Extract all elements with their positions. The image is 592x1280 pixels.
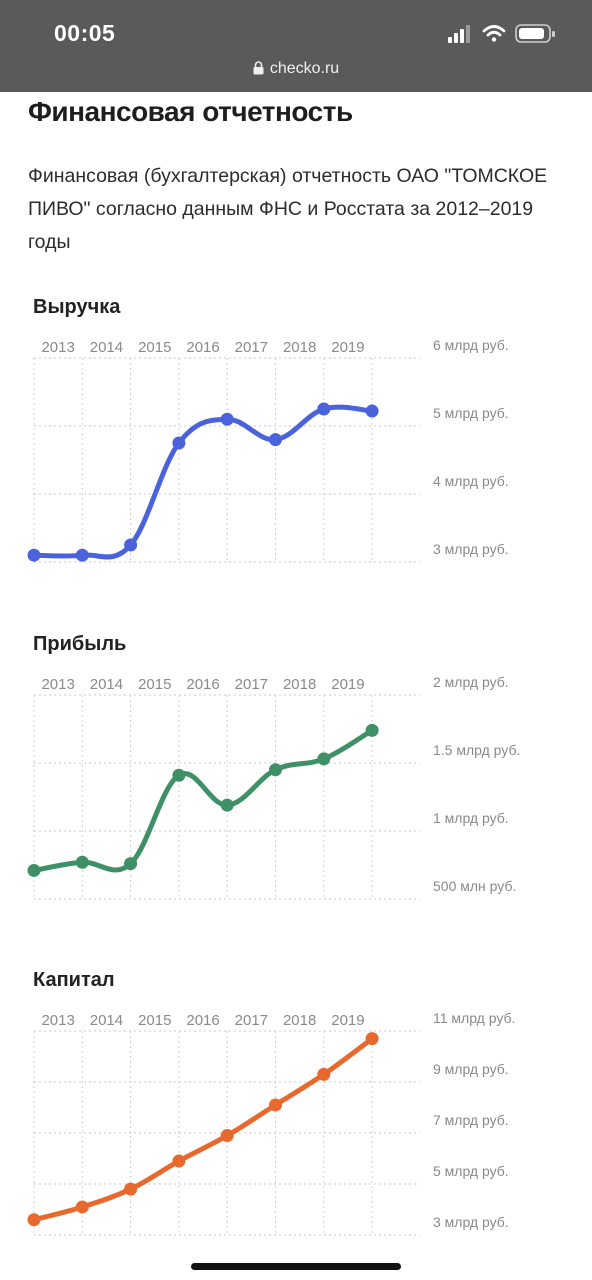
- y-tick-label: 3 млрд руб.: [433, 1214, 509, 1230]
- data-point[interactable]: [220, 412, 234, 426]
- series-line: [31, 727, 375, 873]
- revenue-title: Выручка: [33, 296, 121, 318]
- data-point[interactable]: [27, 1213, 41, 1227]
- x-tick-label: 2013: [41, 676, 74, 693]
- capital-chart: 11 млрд руб. 9 млрд руб. 7 млрд руб. 5 млрд…: [0, 1003, 592, 1253]
- data-point[interactable]: [75, 548, 89, 562]
- intro-text: Финансовая (бухгалтерская) отчетность ОА…: [28, 165, 548, 253]
- wifi-icon: [482, 25, 506, 42]
- x-tick-label: 2017: [235, 1012, 268, 1029]
- revenue-chart: 6 млрд руб. 5 млрд руб. 4 млрд руб. 3 млрд …: [0, 330, 592, 580]
- data-point[interactable]: [124, 1182, 138, 1196]
- data-point[interactable]: [172, 1154, 186, 1168]
- lock-icon: [253, 61, 264, 75]
- y-tick-label: 1.5 млрд руб.: [433, 742, 520, 758]
- x-tick-label: 2015: [138, 676, 171, 693]
- profit-chart-svg: 2 млрд руб. 1.5 млрд руб. 1 млрд руб. 500 м…: [27, 674, 520, 900]
- data-point[interactable]: [124, 857, 138, 871]
- capital-title: Капитал: [33, 969, 115, 991]
- data-point[interactable]: [27, 863, 41, 877]
- y-tick-label: 500 млн руб.: [433, 878, 516, 894]
- y-tick-label: 5 млрд руб.: [433, 1163, 509, 1179]
- data-point[interactable]: [317, 402, 331, 416]
- data-point[interactable]: [365, 1032, 379, 1046]
- revenue-chart-svg: 6 млрд руб. 5 млрд руб. 4 млрд руб. 3 млрд …: [27, 337, 509, 563]
- data-point[interactable]: [75, 855, 89, 869]
- y-tick-label: 2 млрд руб.: [433, 674, 509, 690]
- capital-chart-svg: 11 млрд руб. 9 млрд руб. 7 млрд руб. 5 млрд…: [27, 1010, 515, 1236]
- x-tick-label: 2015: [138, 1012, 171, 1029]
- x-tick-label: 2016: [186, 1012, 219, 1029]
- x-tick-label: 2018: [283, 676, 316, 693]
- profit-chart: 2 млрд руб. 1.5 млрд руб. 1 млрд руб. 500 м…: [0, 667, 592, 917]
- x-tick-label: 2019: [331, 676, 364, 693]
- browser-top-bar: 00:05 checko.ru: [0, 0, 592, 92]
- x-tick-label: 2017: [235, 339, 268, 356]
- battery-icon: [515, 24, 555, 43]
- profit-title: Прибыль: [33, 633, 127, 655]
- x-tick-label: 2013: [41, 339, 74, 356]
- cellular-signal-icon: [448, 25, 470, 43]
- x-tick-label: 2016: [186, 676, 219, 693]
- series-line: [31, 1036, 375, 1223]
- y-tick-label: 3 млрд руб.: [433, 541, 509, 557]
- y-tick-label: 1 млрд руб.: [433, 810, 509, 826]
- x-tick-label: 2017: [235, 676, 268, 693]
- data-point[interactable]: [220, 798, 234, 812]
- x-tick-label: 2015: [138, 339, 171, 356]
- y-tick-label: 5 млрд руб.: [433, 405, 509, 421]
- data-point[interactable]: [124, 538, 138, 552]
- page-title: Финансовая отчетность: [28, 96, 353, 127]
- x-tick-label: 2019: [331, 339, 364, 356]
- y-tick-label: 11 млрд руб.: [433, 1010, 515, 1026]
- data-point[interactable]: [269, 763, 282, 777]
- data-point[interactable]: [269, 433, 282, 447]
- status-time: 00:05: [54, 20, 116, 46]
- y-tick-label: 6 млрд руб.: [433, 337, 509, 353]
- y-tick-label: 7 млрд руб.: [433, 1112, 509, 1128]
- data-point[interactable]: [220, 1129, 234, 1143]
- x-tick-label: 2016: [186, 339, 219, 356]
- x-tick-label: 2014: [90, 1012, 123, 1029]
- x-tick-label: 2014: [90, 339, 123, 356]
- x-tick-label: 2019: [331, 1012, 364, 1029]
- x-tick-label: 2013: [41, 1012, 74, 1029]
- y-tick-label: 9 млрд руб.: [433, 1061, 509, 1077]
- status-icons: [448, 24, 555, 43]
- data-point[interactable]: [27, 548, 41, 562]
- data-point[interactable]: [365, 404, 379, 418]
- y-tick-label: 4 млрд руб.: [433, 473, 509, 489]
- data-point[interactable]: [172, 436, 186, 450]
- data-point[interactable]: [269, 1098, 282, 1112]
- series-line: [31, 404, 375, 560]
- x-tick-label: 2014: [90, 676, 123, 693]
- data-point[interactable]: [317, 752, 331, 766]
- x-tick-label: 2018: [283, 339, 316, 356]
- address-bar[interactable]: checko.ru: [0, 60, 592, 78]
- data-point[interactable]: [75, 1200, 89, 1214]
- x-tick-label: 2018: [283, 1012, 316, 1029]
- data-point[interactable]: [365, 723, 379, 737]
- data-point[interactable]: [172, 768, 186, 782]
- home-indicator: [191, 1263, 401, 1270]
- url-text: checko.ru: [269, 60, 340, 77]
- data-point[interactable]: [317, 1067, 331, 1081]
